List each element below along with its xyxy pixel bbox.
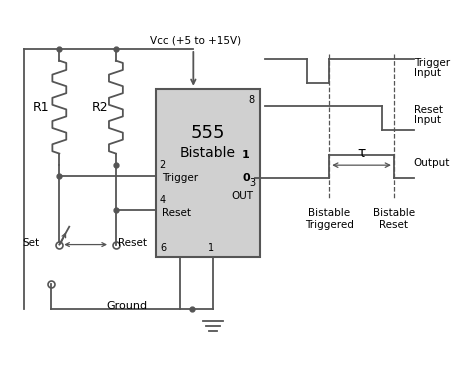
- Text: Trigger: Trigger: [414, 58, 450, 68]
- Text: 0: 0: [242, 173, 250, 183]
- Text: Bistable: Bistable: [373, 208, 415, 218]
- Text: Ground: Ground: [106, 301, 147, 311]
- Text: OUT: OUT: [232, 191, 254, 201]
- Text: 555: 555: [191, 124, 225, 142]
- Text: Trigger: Trigger: [162, 173, 198, 183]
- Text: Input: Input: [414, 68, 441, 78]
- Text: Reset: Reset: [162, 208, 191, 218]
- Bar: [155, 89, 260, 258]
- Text: 4: 4: [160, 195, 166, 205]
- Text: Bistable: Bistable: [308, 208, 350, 218]
- Text: Output: Output: [414, 158, 450, 168]
- Text: R2: R2: [91, 100, 108, 114]
- Text: 6: 6: [161, 243, 167, 252]
- Text: 2: 2: [160, 160, 166, 170]
- Text: Reset: Reset: [379, 220, 408, 230]
- Text: Set: Set: [22, 238, 39, 248]
- Text: 1: 1: [242, 150, 250, 160]
- Text: R1: R1: [33, 100, 49, 114]
- Text: 8: 8: [249, 95, 255, 105]
- Text: 3: 3: [250, 178, 256, 188]
- Text: Bistable: Bistable: [180, 146, 236, 160]
- Text: Reset: Reset: [414, 105, 443, 115]
- Text: Vcc (+5 to +15V): Vcc (+5 to +15V): [150, 35, 241, 45]
- Text: Input: Input: [414, 114, 441, 125]
- Text: 1: 1: [208, 243, 214, 252]
- Text: τ: τ: [357, 146, 366, 160]
- Text: Triggered: Triggered: [305, 220, 354, 230]
- Text: Reset: Reset: [118, 238, 147, 248]
